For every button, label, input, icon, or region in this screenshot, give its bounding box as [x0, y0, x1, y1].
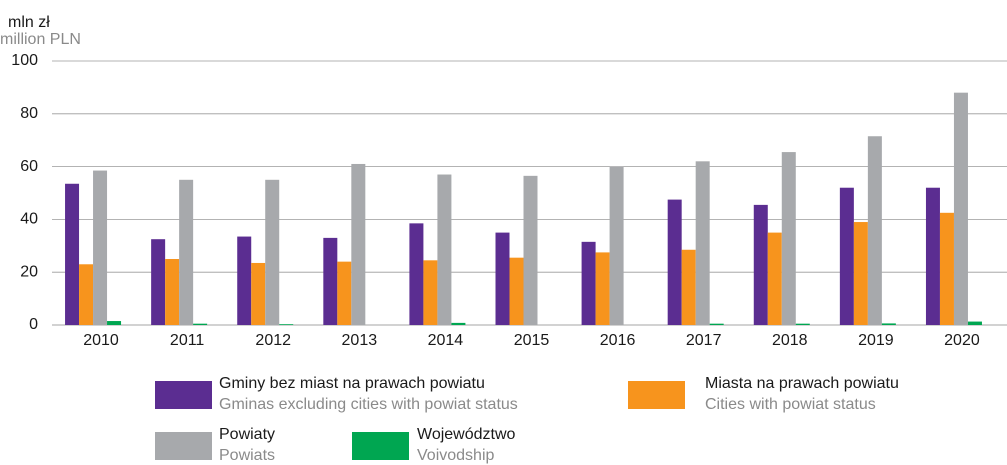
bar [337, 261, 352, 325]
y-tick-label: 0 [29, 316, 38, 333]
bar [953, 92, 968, 326]
legend-label-en: Powiats [219, 447, 275, 464]
bar [93, 170, 108, 325]
y-tick-label: 60 [20, 158, 38, 175]
x-tick-label: 2020 [944, 332, 980, 349]
bar [179, 179, 194, 325]
legend-label-en: Gminas excluding cities with powiat stat… [219, 396, 518, 413]
legend-swatch [155, 381, 212, 409]
legend-label: Miasta na prawach powiatu [705, 375, 899, 392]
bar [165, 259, 180, 325]
legend-swatch [628, 381, 685, 409]
bar [595, 252, 610, 325]
bar [753, 204, 768, 325]
bar [79, 264, 94, 325]
bar [695, 161, 710, 325]
bar [609, 166, 624, 325]
y-label-en: million PLN [0, 31, 81, 48]
y-tick-label: 80 [20, 105, 38, 122]
x-tick-label: 2015 [514, 332, 550, 349]
legend-label: Gminy bez miast na prawach powiatu [219, 375, 485, 392]
bar [495, 232, 510, 325]
bar [237, 236, 252, 325]
legend-swatch [155, 432, 212, 460]
x-tick-label: 2011 [170, 332, 205, 349]
bar [279, 324, 294, 325]
legend-label-en: Cities with powiat status [705, 396, 876, 413]
x-tick-label: 2013 [342, 332, 378, 349]
bar [853, 222, 868, 325]
x-tick-label: 2018 [772, 332, 808, 349]
legend-label-en: Voivodship [417, 447, 494, 464]
x-tick-label: 2019 [858, 332, 894, 349]
bar [581, 241, 596, 325]
bar [881, 323, 896, 325]
bar [867, 136, 882, 325]
bar [193, 323, 208, 325]
y-tick-label: 20 [20, 263, 38, 280]
bar [65, 183, 80, 325]
bar [409, 223, 424, 325]
legend-label: Województwo [417, 426, 516, 443]
bar [437, 174, 452, 325]
bar [451, 322, 466, 325]
bar [681, 249, 696, 325]
bar [323, 237, 338, 325]
y-tick-label: 100 [11, 52, 38, 69]
x-tick-label: 2017 [686, 332, 722, 349]
bar [795, 323, 810, 325]
bar [351, 163, 366, 325]
bar [967, 321, 982, 325]
y-tick-label: 40 [20, 211, 38, 228]
bar [107, 321, 122, 325]
bar [265, 179, 280, 325]
bar [523, 175, 538, 325]
bar [251, 262, 266, 325]
bar [925, 187, 940, 325]
bar [509, 257, 524, 325]
y-label: mln zł [8, 14, 50, 31]
bar [767, 232, 782, 325]
bar [781, 152, 796, 325]
bar [839, 187, 854, 325]
x-tick-label: 2010 [83, 332, 119, 349]
x-tick-label: 2016 [600, 332, 636, 349]
x-tick-label: 2014 [428, 332, 464, 349]
bar [939, 212, 954, 325]
bar [667, 199, 682, 325]
bar [709, 323, 724, 325]
bar [423, 260, 438, 325]
x-tick-label: 2012 [255, 332, 291, 349]
legend-label: Powiaty [219, 426, 275, 443]
legend-swatch [352, 432, 409, 460]
bar [151, 239, 166, 325]
